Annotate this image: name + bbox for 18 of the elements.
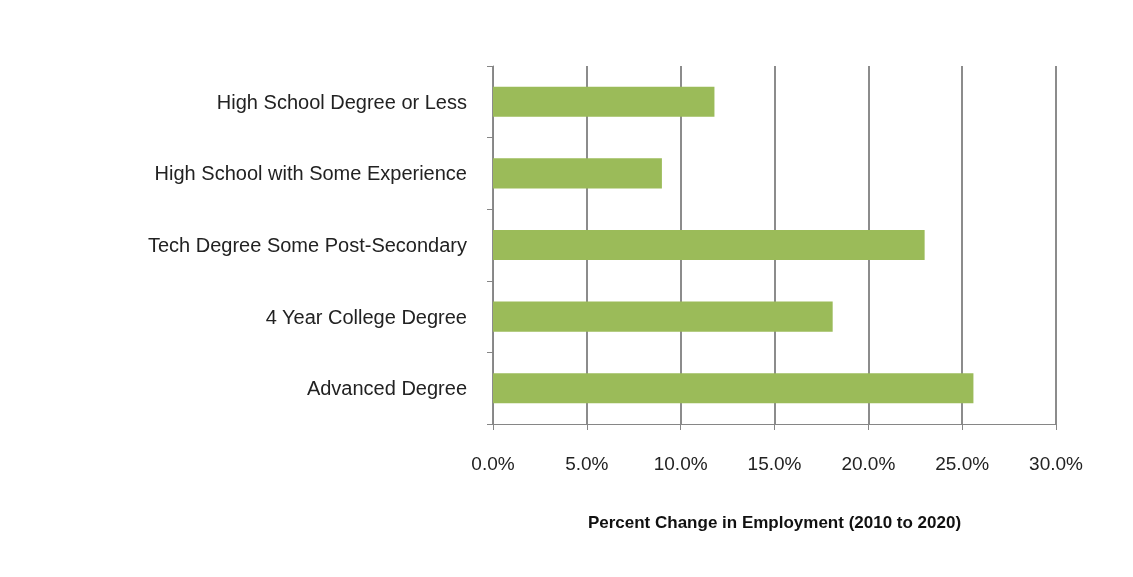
x-tick-label: 5.0%	[565, 453, 609, 474]
y-tick-label: Advanced Degree	[306, 377, 467, 400]
x-axis-title: Percent Change in Employment (2010 to 2020)	[587, 513, 962, 532]
bar	[493, 158, 662, 189]
y-tick-label: High School with Some Experience	[154, 162, 467, 185]
y-tick-label: Tech Degree Some Post-Secondary	[147, 234, 467, 256]
x-tick-label: 30.0%	[1029, 453, 1084, 474]
y-tick-label: High School Degree or Less	[216, 90, 467, 113]
bar	[493, 301, 833, 332]
x-tick-label: 15.0%	[747, 453, 802, 474]
bar	[493, 86, 715, 117]
x-tick-label: 0.0%	[471, 453, 515, 474]
bar	[493, 229, 925, 261]
x-tick-label: 25.0%	[935, 453, 990, 474]
x-tick-label: 10.0%	[653, 453, 708, 474]
y-tick-label: 4 Year College Degree	[265, 305, 467, 328]
x-tick-label: 20.0%	[841, 453, 896, 474]
bar	[493, 373, 974, 404]
